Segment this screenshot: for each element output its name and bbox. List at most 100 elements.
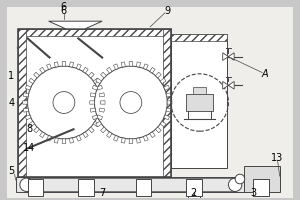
- Polygon shape: [97, 115, 103, 120]
- Polygon shape: [29, 121, 34, 127]
- Polygon shape: [96, 121, 101, 127]
- Polygon shape: [90, 108, 96, 112]
- Polygon shape: [223, 53, 234, 60]
- Polygon shape: [46, 64, 51, 70]
- Polygon shape: [92, 85, 98, 90]
- Polygon shape: [23, 93, 28, 97]
- Polygon shape: [150, 67, 155, 73]
- Polygon shape: [129, 61, 133, 66]
- Polygon shape: [97, 85, 103, 90]
- Polygon shape: [25, 85, 31, 90]
- Polygon shape: [76, 135, 81, 141]
- Polygon shape: [62, 139, 66, 144]
- Polygon shape: [100, 72, 106, 78]
- Polygon shape: [88, 127, 94, 133]
- Polygon shape: [25, 115, 31, 120]
- Polygon shape: [121, 138, 125, 143]
- Polygon shape: [70, 138, 74, 143]
- Polygon shape: [143, 64, 148, 70]
- Circle shape: [228, 178, 242, 191]
- Polygon shape: [150, 132, 155, 138]
- Polygon shape: [143, 135, 148, 141]
- Polygon shape: [160, 78, 166, 84]
- Polygon shape: [54, 138, 58, 143]
- Text: 6: 6: [61, 2, 67, 12]
- Text: 2: 2: [190, 188, 196, 198]
- Polygon shape: [88, 72, 94, 78]
- Text: 6: 6: [61, 6, 67, 16]
- Text: 4: 4: [8, 98, 14, 108]
- Polygon shape: [70, 62, 74, 67]
- Polygon shape: [223, 81, 234, 89]
- Polygon shape: [166, 108, 172, 112]
- Polygon shape: [100, 127, 106, 133]
- Polygon shape: [136, 62, 141, 67]
- Text: 8: 8: [26, 124, 32, 134]
- Polygon shape: [106, 132, 112, 138]
- Polygon shape: [160, 121, 166, 127]
- Polygon shape: [129, 139, 133, 144]
- Polygon shape: [40, 67, 45, 73]
- Bar: [171, 34, 226, 168]
- Polygon shape: [90, 93, 96, 97]
- Polygon shape: [96, 78, 101, 84]
- Polygon shape: [49, 21, 102, 29]
- Polygon shape: [167, 101, 172, 104]
- Bar: [28, 179, 43, 196]
- Polygon shape: [93, 121, 99, 127]
- Text: 7: 7: [99, 188, 105, 198]
- Bar: [186, 94, 213, 111]
- Polygon shape: [113, 64, 119, 70]
- Text: 13: 13: [271, 153, 283, 163]
- Polygon shape: [93, 78, 99, 84]
- Bar: [16, 177, 246, 192]
- Polygon shape: [155, 127, 161, 133]
- Circle shape: [120, 92, 142, 113]
- Text: 9: 9: [164, 6, 170, 16]
- Bar: [171, 34, 226, 41]
- Polygon shape: [121, 62, 125, 67]
- Polygon shape: [29, 78, 34, 84]
- Polygon shape: [83, 67, 88, 73]
- Bar: [78, 179, 94, 196]
- Bar: [188, 196, 200, 200]
- Circle shape: [235, 174, 245, 184]
- Bar: [244, 166, 280, 192]
- Text: A: A: [262, 69, 268, 79]
- Polygon shape: [46, 135, 51, 141]
- Polygon shape: [54, 62, 58, 67]
- Bar: [18, 29, 171, 177]
- Polygon shape: [155, 72, 161, 78]
- Polygon shape: [34, 72, 39, 78]
- Polygon shape: [99, 108, 105, 112]
- Bar: [186, 179, 202, 196]
- Polygon shape: [23, 101, 28, 104]
- Text: 14: 14: [23, 143, 36, 153]
- Text: 5: 5: [8, 166, 14, 176]
- Polygon shape: [62, 61, 66, 66]
- Polygon shape: [92, 115, 98, 120]
- Polygon shape: [166, 93, 172, 97]
- Bar: [136, 179, 151, 196]
- Bar: [26, 36, 164, 177]
- Polygon shape: [100, 101, 105, 104]
- Polygon shape: [113, 135, 119, 141]
- Bar: [253, 179, 268, 196]
- Circle shape: [20, 178, 33, 191]
- Polygon shape: [76, 64, 81, 70]
- Polygon shape: [83, 132, 88, 138]
- Polygon shape: [99, 93, 105, 97]
- Text: 3: 3: [250, 188, 256, 198]
- Polygon shape: [34, 127, 39, 133]
- Polygon shape: [40, 132, 45, 138]
- Bar: [18, 29, 171, 36]
- Polygon shape: [136, 138, 141, 143]
- Circle shape: [53, 92, 75, 113]
- Text: 1: 1: [8, 71, 14, 81]
- Bar: [193, 87, 206, 94]
- Bar: [18, 29, 26, 177]
- Circle shape: [94, 66, 167, 139]
- Polygon shape: [164, 115, 169, 120]
- Bar: [164, 29, 171, 177]
- Circle shape: [28, 66, 100, 139]
